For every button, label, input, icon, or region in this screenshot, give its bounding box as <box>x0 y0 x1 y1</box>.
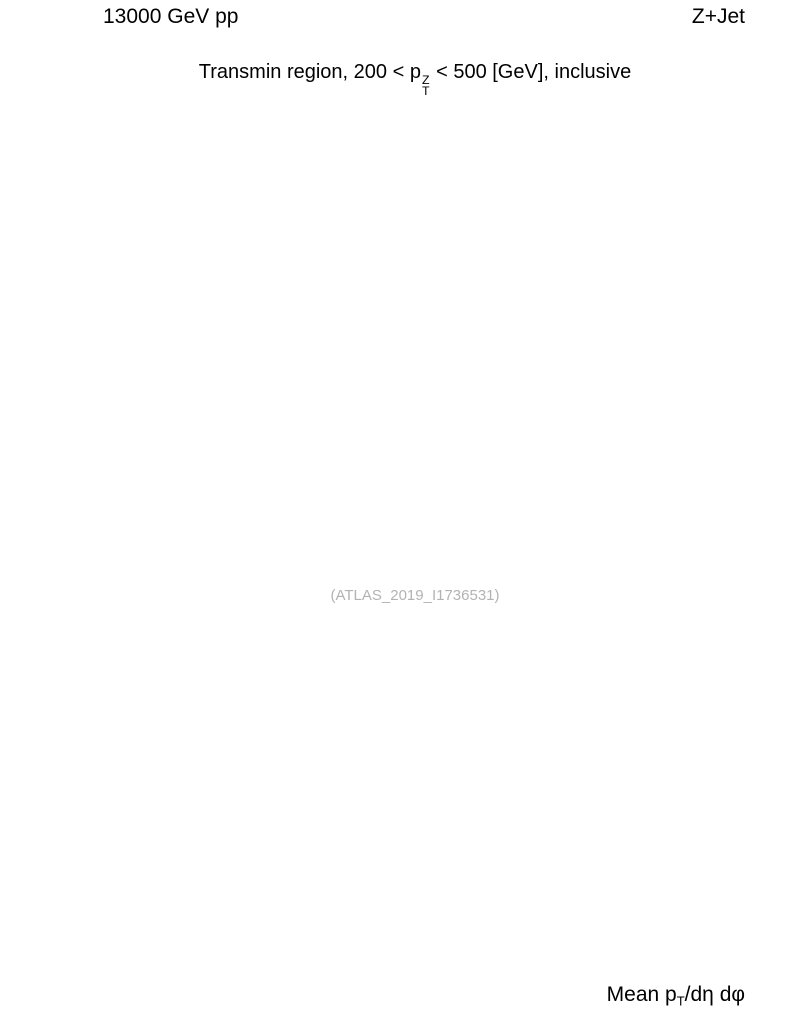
beam-energy-label: 13000 GeV pp <box>103 5 239 28</box>
x-axis-title: Mean pT/dη dφ <box>606 983 745 1009</box>
analysis-watermark: (ATLAS_2019_I1736531) <box>330 587 500 604</box>
process-label: Z+Jet <box>691 5 745 28</box>
